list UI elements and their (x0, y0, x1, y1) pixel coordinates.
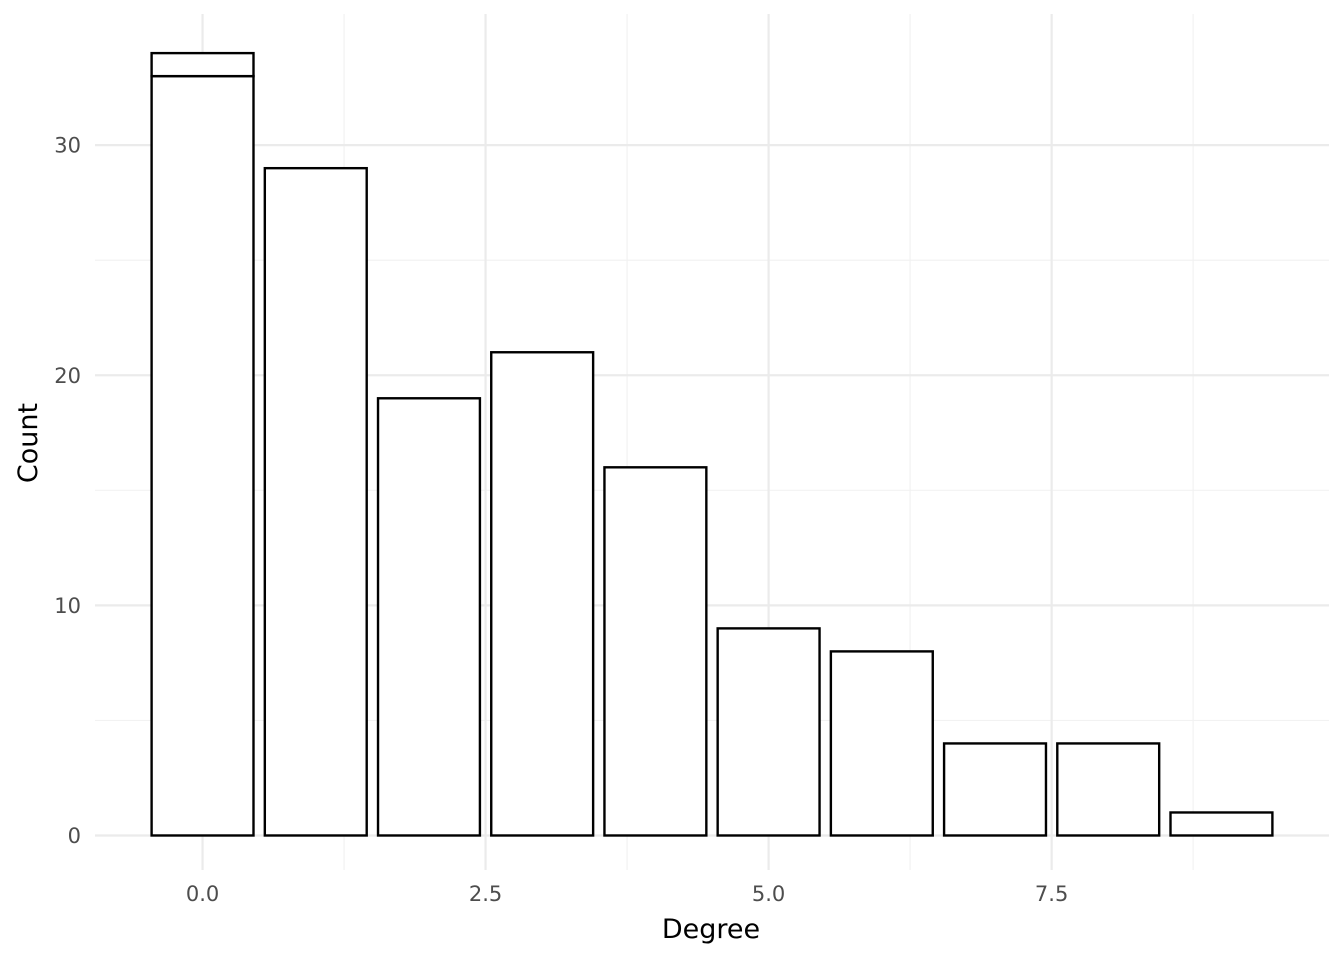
bar-degree-3 (490, 351, 595, 837)
y-tick-label: 10 (54, 594, 81, 618)
y-tick-label: 30 (54, 134, 81, 158)
bar-degree-4 (603, 466, 708, 837)
y-tick-label: 0 (68, 824, 81, 848)
x-tick-label: 2.5 (469, 882, 502, 906)
y-axis-label: Count (13, 403, 44, 483)
bar-degree-5 (716, 627, 821, 837)
y-axis-ticks: 0 10 20 30 (54, 134, 81, 848)
x-tick-label: 7.5 (1035, 882, 1068, 906)
x-tick-label: 0.0 (186, 882, 219, 906)
bar-degree-7 (942, 742, 1048, 837)
x-axis-ticks: 0.0 2.5 5.0 7.5 (186, 882, 1068, 906)
bar-degree-2 (376, 397, 482, 837)
bar-degree-0 (150, 74, 255, 837)
bar-degree-9 (1169, 811, 1274, 837)
y-tick-label: 20 (54, 364, 81, 388)
x-tick-label: 5.0 (752, 882, 785, 906)
bar-degree-8 (1056, 742, 1161, 837)
bar-degree-6 (829, 650, 934, 837)
bar-degree-1 (263, 166, 368, 837)
chart-bars (150, 51, 1274, 837)
x-axis-label: Degree (662, 914, 760, 945)
bar-stack-segment-degree-0 (150, 51, 255, 78)
